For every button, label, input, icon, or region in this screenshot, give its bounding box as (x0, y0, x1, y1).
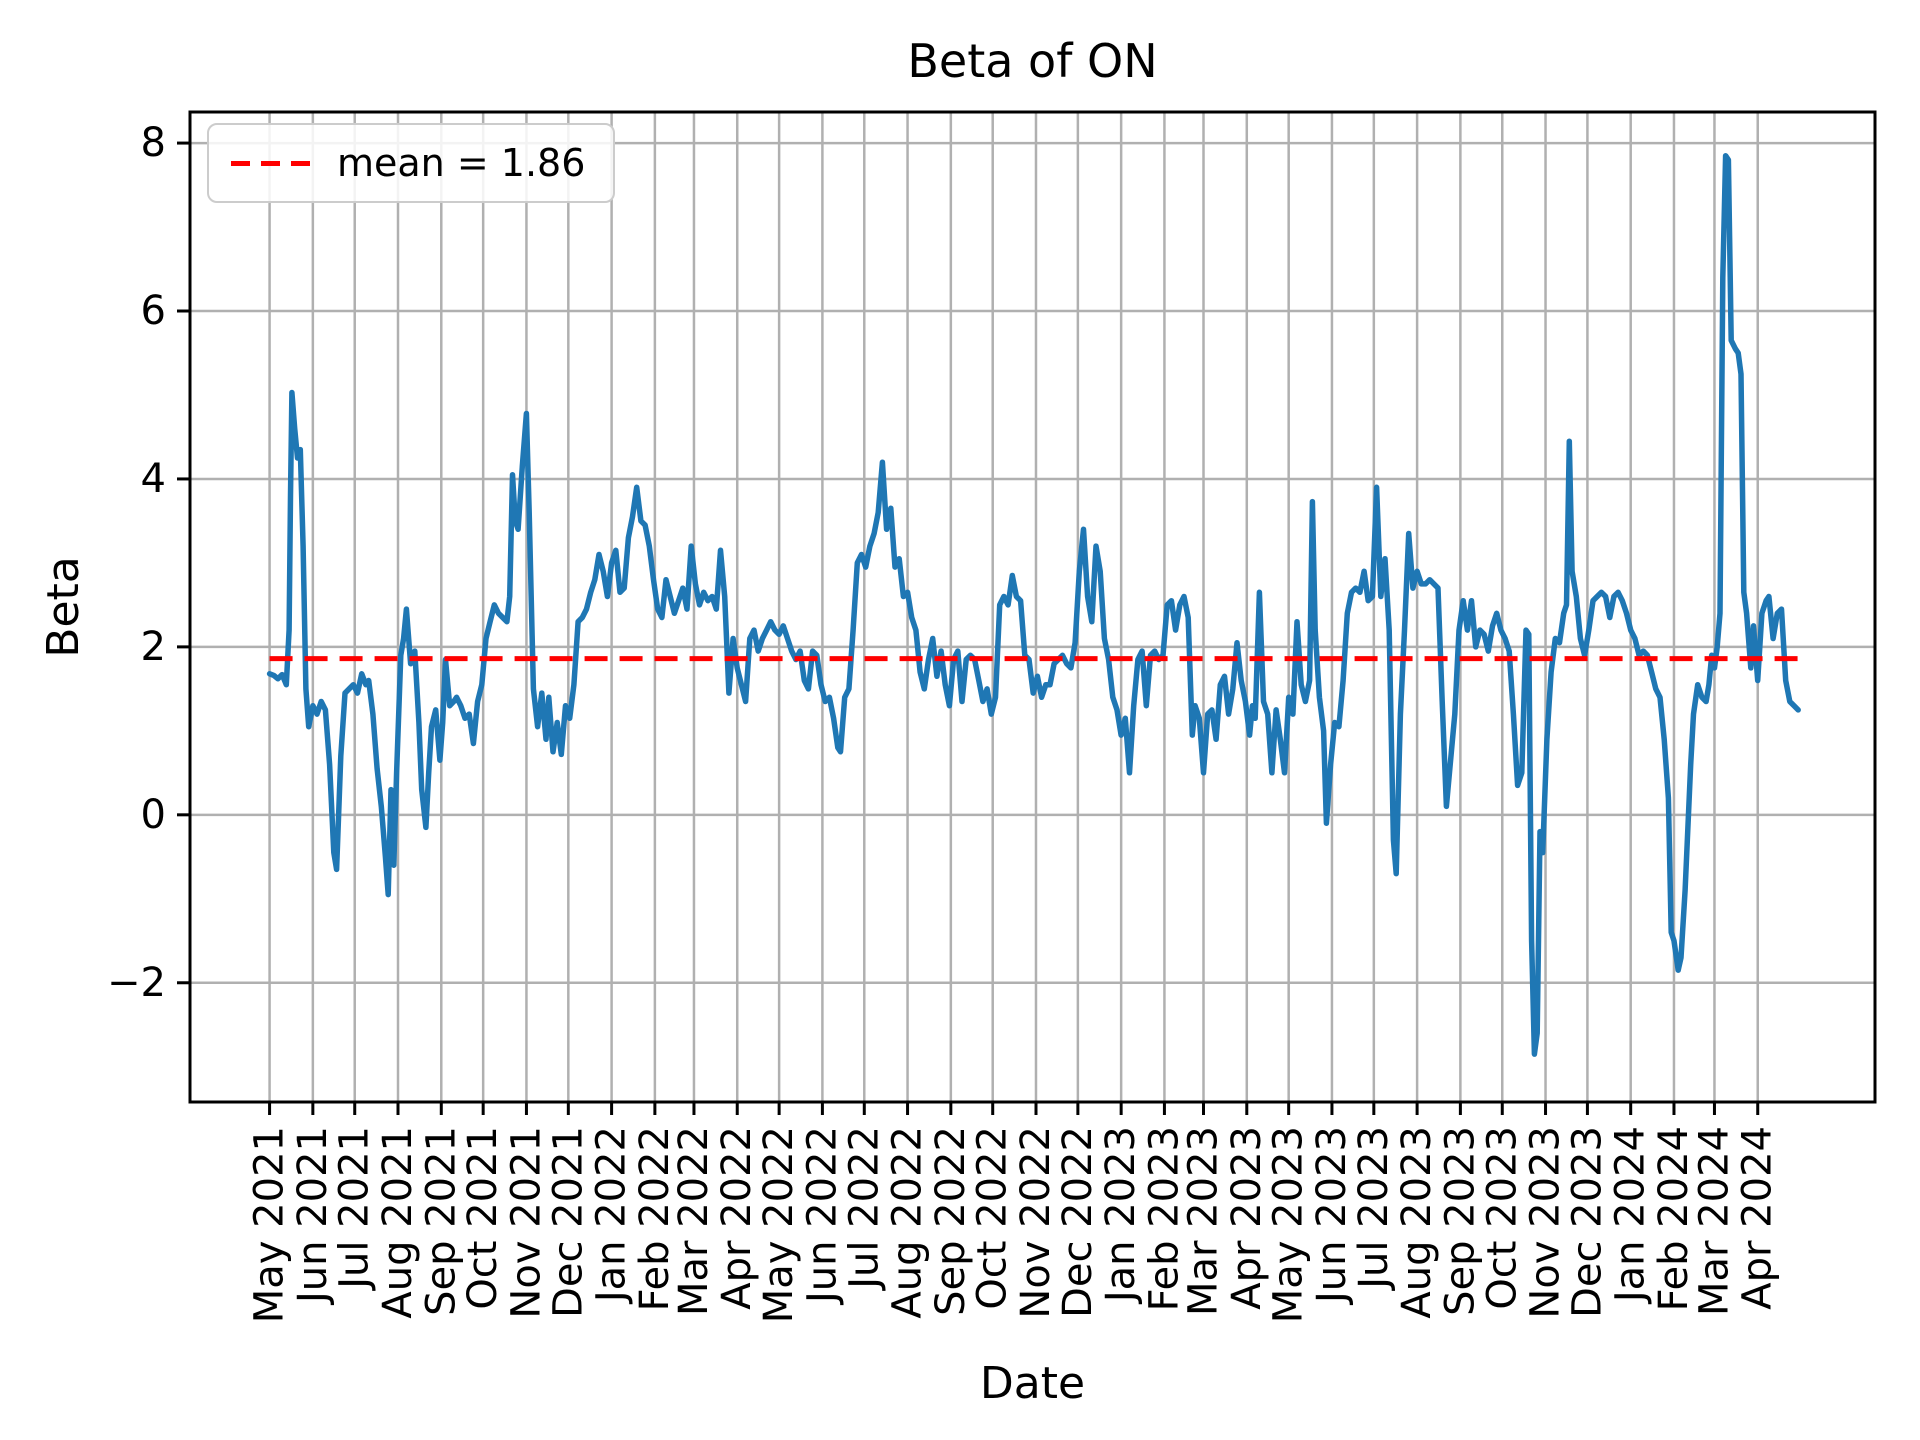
axes-spines (188, 110, 1877, 1104)
y-tick-label: 4 (141, 456, 166, 502)
y-tick-label: 8 (141, 120, 166, 166)
legend: mean = 1.86 (207, 123, 616, 203)
y-tick-label: −2 (107, 960, 166, 1006)
x-tick-label: Mar 2023 (1181, 1126, 1227, 1316)
x-tick-label: Sep 2022 (928, 1126, 974, 1316)
chart-title: Beta of ON (907, 34, 1158, 88)
x-tick-label: May 2021 (247, 1126, 293, 1323)
x-tick-label: Mar 2022 (671, 1126, 717, 1316)
x-tick-label: Apr 2022 (714, 1126, 760, 1310)
x-tick-label: Nov 2021 (503, 1126, 549, 1319)
x-tick-label: Nov 2022 (1013, 1126, 1059, 1319)
x-tick-label: Jan 2022 (589, 1126, 635, 1305)
x-tick-label: Aug 2021 (375, 1126, 421, 1319)
x-tick-label: Jul 2023 (1351, 1126, 1397, 1292)
beta-line (266, 152, 1801, 1057)
x-tick-label: Mar 2024 (1691, 1126, 1737, 1316)
x-tick-label: Apr 2024 (1735, 1126, 1781, 1310)
mean-line-sample (231, 160, 311, 166)
x-tick-label: Sep 2021 (418, 1126, 464, 1316)
x-tick-label: Jan 2024 (1608, 1126, 1654, 1305)
x-tick-label: Dec 2023 (1564, 1126, 1610, 1318)
x-tick-label: Jun 2022 (799, 1126, 845, 1306)
x-tick-label: Dec 2021 (545, 1126, 591, 1318)
x-tick-label: Nov 2023 (1523, 1126, 1569, 1319)
y-tick-label: 2 (141, 624, 166, 670)
x-tick-label: Jul 2022 (841, 1126, 887, 1292)
x-tick-label: Jul 2021 (332, 1126, 378, 1292)
x-tick-label: Dec 2022 (1055, 1126, 1101, 1318)
x-axis-label: Date (979, 1358, 1086, 1409)
y-tick-label: 0 (141, 792, 166, 838)
x-tick-label: Sep 2023 (1437, 1126, 1483, 1316)
x-tick-label: Aug 2022 (885, 1126, 931, 1319)
x-tick-label: Oct 2021 (460, 1126, 506, 1310)
x-tick-label: Feb 2022 (632, 1126, 678, 1311)
x-tick-label: Oct 2023 (1479, 1126, 1525, 1310)
x-tick-label: May 2023 (1266, 1126, 1312, 1323)
x-tick-label: Apr 2023 (1224, 1126, 1270, 1310)
x-tick-label: Aug 2023 (1394, 1126, 1440, 1319)
y-tick-label: 6 (141, 288, 166, 334)
grid (190, 112, 1875, 1102)
x-tick-label: Feb 2024 (1651, 1126, 1697, 1311)
x-tick-label: May 2022 (756, 1126, 802, 1323)
x-tick-label: Feb 2023 (1141, 1126, 1187, 1311)
x-tick-label: Jun 2023 (1309, 1126, 1355, 1306)
x-tick-label: Jan 2023 (1098, 1126, 1144, 1305)
x-tick-label: Jun 2021 (290, 1126, 336, 1306)
y-tick-labels: −2 0 2 4 6 8 (107, 120, 190, 1006)
legend-label: mean = 1.86 (337, 141, 586, 185)
x-tick-label: Oct 2022 (970, 1126, 1016, 1310)
